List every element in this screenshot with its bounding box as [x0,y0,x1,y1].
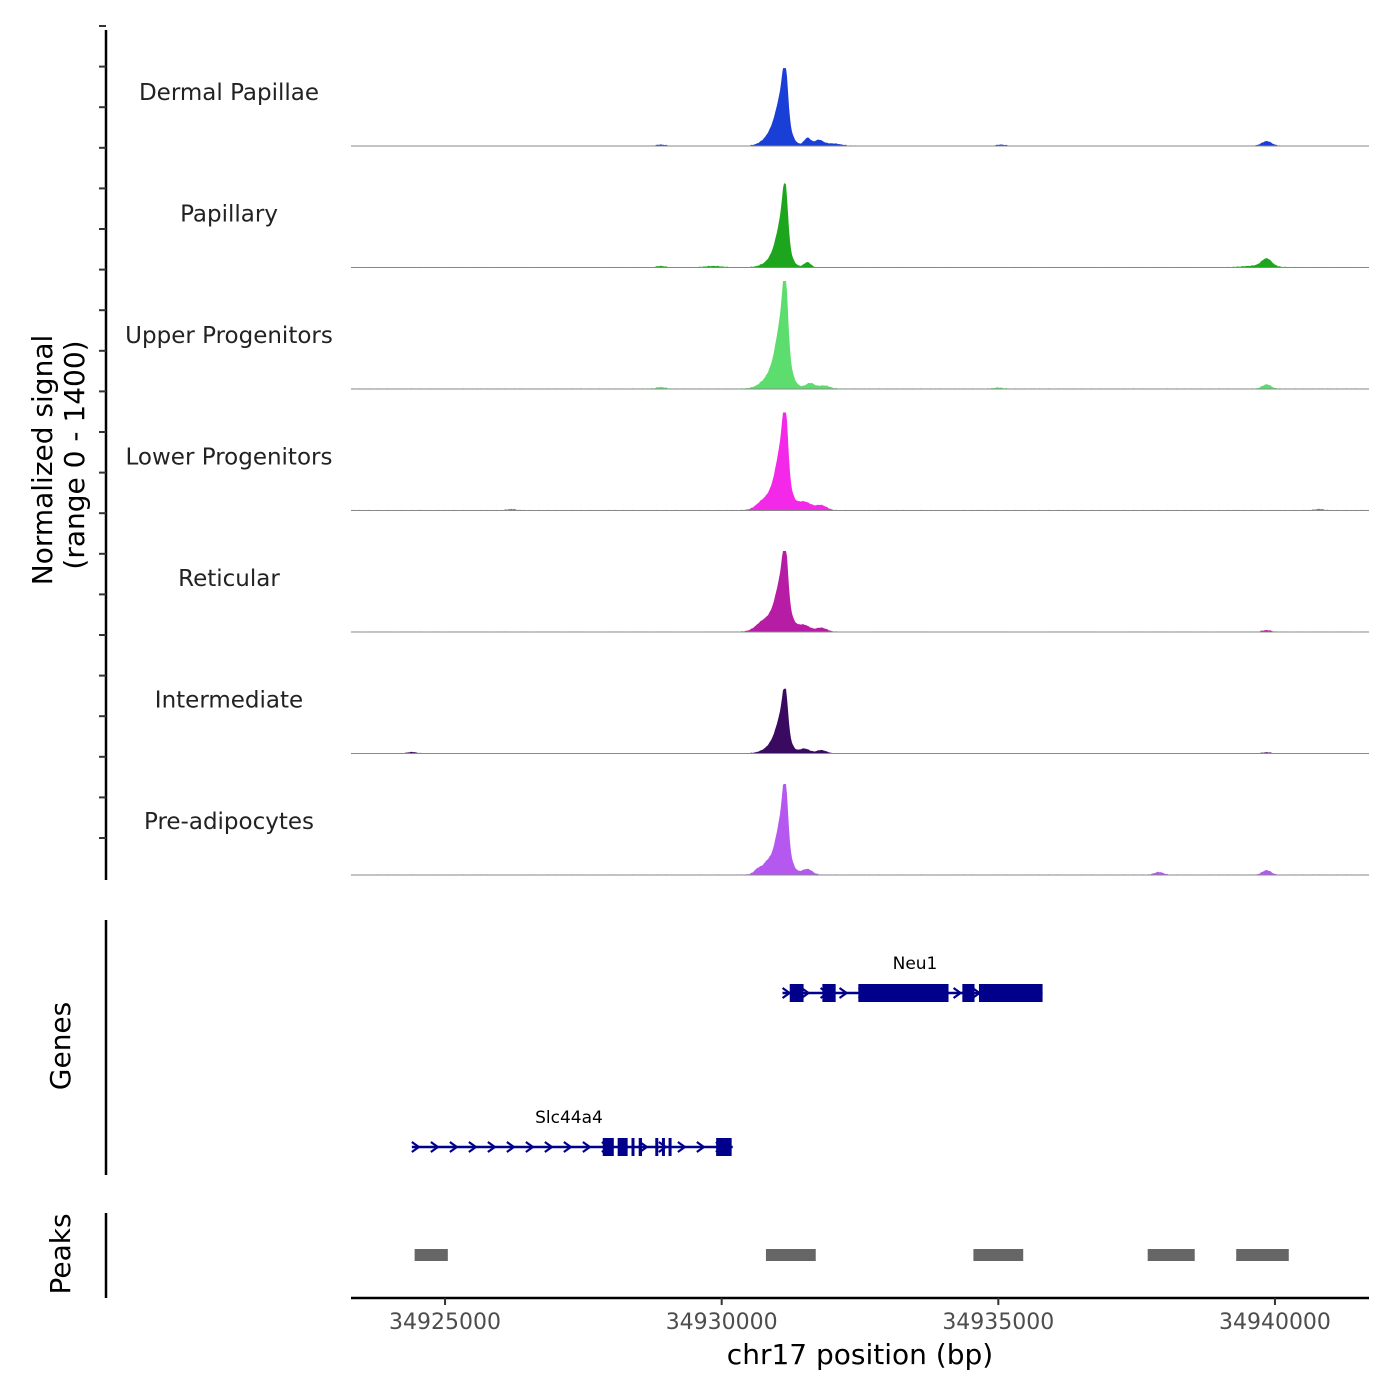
strand-chevron [430,1141,440,1153]
strand-chevron [411,1141,421,1153]
strand-chevron [696,1141,706,1153]
peak-region [765,1249,816,1261]
gene-label: Slc44a4 [535,1108,603,1128]
gene-exon [617,1138,628,1156]
gene-model: Neu1 [781,954,1043,1002]
x-tick-label: 34935000 [942,1310,1054,1335]
peak-regions [414,1249,1289,1261]
gene-model: Slc44a4 [411,1108,733,1156]
coverage-track: Pre-adipocytes [144,783,1369,876]
coverage-track: Papillary [180,183,1369,268]
coverage-track: Intermediate [155,688,1369,754]
gene-exon [962,984,975,1002]
strand-chevron [800,987,811,999]
genes-y-axis-title: Genes [44,1002,77,1090]
gene-exon [602,1138,614,1156]
gene-exon [822,984,836,1002]
track-label: Intermediate [155,688,303,714]
gene-exon [655,1138,659,1156]
gene-exon [978,984,1043,1002]
coverage-track: Upper Progenitors [125,281,1369,390]
peak-region [414,1249,448,1261]
strand-chevron [487,1141,497,1153]
gene-exon [638,1138,643,1156]
gene-exon [631,1138,635,1156]
track-label: Papillary [180,202,278,228]
gene-exon [668,1138,672,1156]
gene-exon [789,984,804,1002]
coverage-track: Dermal Papillae [139,68,1369,147]
strand-chevron [952,987,963,999]
x-tick-label: 34940000 [1219,1310,1331,1335]
strand-chevron [582,1141,592,1153]
strand-chevron [658,1141,668,1153]
strand-chevron [838,987,849,999]
strand-chevron [525,1141,535,1153]
coverage-track: Lower Progenitors [126,412,1369,511]
coverage-tracks: Dermal Papillae Papillary Upper Progenitor… [125,68,1369,876]
peak-region [1147,1249,1195,1261]
track-label: Dermal Papillae [139,80,319,106]
track-label: Reticular [178,566,280,592]
strand-chevron [639,1141,649,1153]
coverage-y-ticks [99,25,106,839]
coverage-track: Reticular [178,551,1369,633]
gene-exon [716,1138,732,1156]
strand-chevron [449,1141,459,1153]
track-label: Upper Progenitors [125,323,333,349]
coverage-y-axis-title-line1: Normalized signal [26,335,59,586]
gene-exon [661,1138,665,1156]
peak-region [973,1249,1024,1261]
strand-chevron [781,987,792,999]
strand-chevron [563,1141,573,1153]
track-label: Pre-adipocytes [144,809,314,835]
x-axis-ticks: 34925000 34930000 34935000 34940000 [389,1298,1331,1335]
gene-exon [858,984,949,1002]
strand-chevron [468,1141,478,1153]
strand-chevron [677,1141,687,1153]
strand-chevron [506,1141,516,1153]
gene-label: Neu1 [893,954,938,974]
coverage-y-axis-title-line2: (range 0 - 1400) [58,340,91,569]
gene-models: Neu1 Slc44a4 [411,954,1043,1156]
strand-chevron [544,1141,554,1153]
peak-region [1236,1249,1289,1261]
x-axis-title: chr17 position (bp) [727,1338,993,1371]
x-tick-label: 34930000 [666,1310,778,1335]
peaks-y-axis-title: Peaks [44,1213,77,1294]
track-label: Lower Progenitors [126,445,333,471]
x-tick-label: 34925000 [389,1310,501,1335]
coverage-area [351,183,1369,268]
